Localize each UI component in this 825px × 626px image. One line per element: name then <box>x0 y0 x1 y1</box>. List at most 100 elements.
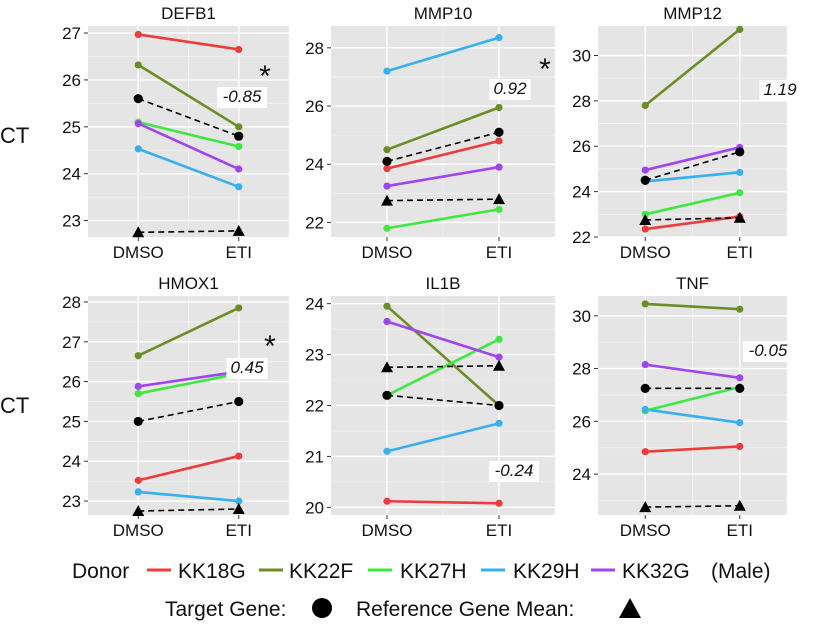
series-line-kk29h-mmp12 <box>645 171 740 183</box>
series-point-kk29h-il1b <box>383 447 391 455</box>
series-point-target-gene-defb1 <box>133 94 143 104</box>
series-line-kk32g-hmox1 <box>138 370 239 388</box>
series-line-kk32g-defb1 <box>137 122 240 171</box>
series-point-kk22f-defb1 <box>134 61 142 69</box>
series-point-reference-gene-mean-mmp10 <box>493 193 505 205</box>
x-tick-label-mmp12: DMSO <box>620 243 671 262</box>
series-line-kk18g-hmox1 <box>137 454 240 482</box>
series-line-reference-gene-mean-il1b <box>386 364 500 369</box>
effect-label-box-hmox1 <box>226 358 268 379</box>
series-point-kk32g-il1b <box>383 317 391 326</box>
series-line-kk18g-defb1 <box>138 33 239 51</box>
y-tick-label-defb1: 23 <box>62 212 81 231</box>
series-line-kk29h-tnf <box>645 408 740 424</box>
panel-title-mmp12: MMP12 <box>663 4 722 23</box>
legend-label-kk32g: KK32G <box>622 560 690 583</box>
series-point-kk18g-defb1 <box>235 45 243 54</box>
series-line-target-gene-defb1 <box>137 97 240 137</box>
legend-reference-marker <box>619 598 641 618</box>
y-tick-label-mmp12: 24 <box>572 183 591 202</box>
series-line-kk22f-mmp10 <box>386 106 500 151</box>
series-point-kk22f-mmp10 <box>495 103 503 112</box>
y-tick-label-mmp10: 24 <box>305 155 324 174</box>
series-line-reference-gene-mean-hmox1 <box>138 508 239 512</box>
effect-label-il1b: -0.24 <box>495 461 534 480</box>
series-point-kk22f-il1b <box>383 302 391 310</box>
y-tick-label-hmox1: 27 <box>62 333 81 352</box>
series-point-kk18g-mmp10 <box>495 137 503 145</box>
series-point-target-gene-tnf <box>735 383 745 393</box>
series-point-target-gene-hmox1 <box>133 416 143 427</box>
series-line-kk18g-mmp12 <box>645 215 740 231</box>
x-tick-label-defb1: ETI <box>226 243 252 262</box>
series-line-kk22f-mmp12 <box>644 28 741 107</box>
panel-title-tnf: TNF <box>676 274 709 293</box>
series-point-kk32g-tnf <box>641 361 649 369</box>
legend-male-note: (Male) <box>711 560 771 583</box>
series-line-kk18g-il1b <box>386 499 500 505</box>
series-line-kk32g-tnf <box>645 363 740 380</box>
x-tick-label-tnf: DMSO <box>620 521 671 540</box>
series-point-kk32g-mmp12 <box>641 166 649 174</box>
legend-label-kk27h: KK27H <box>400 560 467 583</box>
series-point-kk29h-defb1 <box>235 183 243 191</box>
series-point-kk18g-mmp12 <box>641 225 649 233</box>
series-point-target-gene-il1b <box>382 390 392 400</box>
series-point-kk18g-il1b <box>495 499 503 507</box>
series-point-kk32g-hmox1 <box>134 382 142 390</box>
series-line-kk27h-mmp12 <box>644 191 741 216</box>
series-line-kk27h-tnf <box>644 385 741 413</box>
series-point-kk22f-tnf <box>736 305 744 313</box>
series-point-kk22f-tnf <box>641 300 649 308</box>
panel-hmox1: 23 24 25 26 27 28 DMSO ETI HMOX1 0.45* <box>62 274 290 540</box>
y-axis-label-bottom: CT <box>0 393 29 418</box>
y-tick-label-hmox1: 25 <box>62 412 81 431</box>
series-point-kk18g-tnf <box>736 442 744 450</box>
legend-label-kk22f: KK22F <box>289 560 353 583</box>
legend-reference-label: Reference Gene Mean: <box>356 598 574 621</box>
effect-label-box-mmp10 <box>489 79 531 100</box>
legend-donor-entries: KK18G KK22F KK27H KK29H KK32G <box>147 560 690 583</box>
series-point-kk29h-hmox1 <box>134 488 142 496</box>
y-tick-label-mmp12: 30 <box>572 46 591 65</box>
series-point-kk32g-il1b <box>495 353 503 361</box>
x-tick-label-hmox1: ETI <box>226 521 252 540</box>
series-line-kk32g-mmp12 <box>644 146 741 172</box>
legend: Donor KK18G KK22F KK27H KK29H KK32G (Male) T… <box>72 560 771 621</box>
series-line-kk29h-defb1 <box>137 147 240 189</box>
y-tick-label-mmp10: 22 <box>305 213 324 232</box>
series-point-target-gene-hmox1 <box>234 396 244 407</box>
effect-label-box-tnf <box>743 341 793 362</box>
legend-label-kk29h: KK29H <box>513 560 580 583</box>
y-tick-label-tnf: 30 <box>572 307 591 326</box>
series-line-kk32g-il1b <box>386 320 500 359</box>
legend-target-marker <box>312 598 332 618</box>
series-point-kk27h-il1b <box>495 335 503 343</box>
series-line-target-gene-il1b <box>386 394 500 407</box>
series-line-kk27h-defb1 <box>137 120 240 148</box>
series-point-reference-gene-mean-hmox1 <box>232 503 245 515</box>
series-line-kk32g-mmp10 <box>386 165 500 188</box>
series-point-kk29h-defb1 <box>134 145 142 153</box>
series-point-kk27h-hmox1 <box>134 389 142 398</box>
y-tick-label-mmp10: 26 <box>305 97 324 116</box>
x-tick-label-il1b: ETI <box>486 521 512 540</box>
significance-star-defb1: * <box>259 60 271 93</box>
panel-title-hmox1: HMOX1 <box>158 274 218 293</box>
series-point-kk18g-tnf <box>641 448 649 456</box>
effect-label-box-il1b <box>489 461 539 482</box>
series-line-reference-gene-mean-mmp10 <box>386 198 500 202</box>
series-point-reference-gene-mean-defb1 <box>232 224 245 236</box>
series-line-reference-gene-mean-defb1 <box>138 230 239 234</box>
series-point-target-gene-mmp10 <box>494 127 504 137</box>
series-point-reference-gene-mean-mmp12 <box>639 213 652 225</box>
series-point-kk18g-il1b <box>383 497 391 505</box>
y-tick-label-defb1: 26 <box>62 71 81 90</box>
series-point-kk27h-mmp12 <box>736 189 744 197</box>
series-point-kk32g-defb1 <box>134 119 142 128</box>
series-point-kk18g-mmp10 <box>383 165 391 173</box>
panel-title-mmp10: MMP10 <box>414 4 473 23</box>
x-tick-label-tnf: ETI <box>727 521 753 540</box>
series-line-kk27h-mmp10 <box>386 208 500 230</box>
